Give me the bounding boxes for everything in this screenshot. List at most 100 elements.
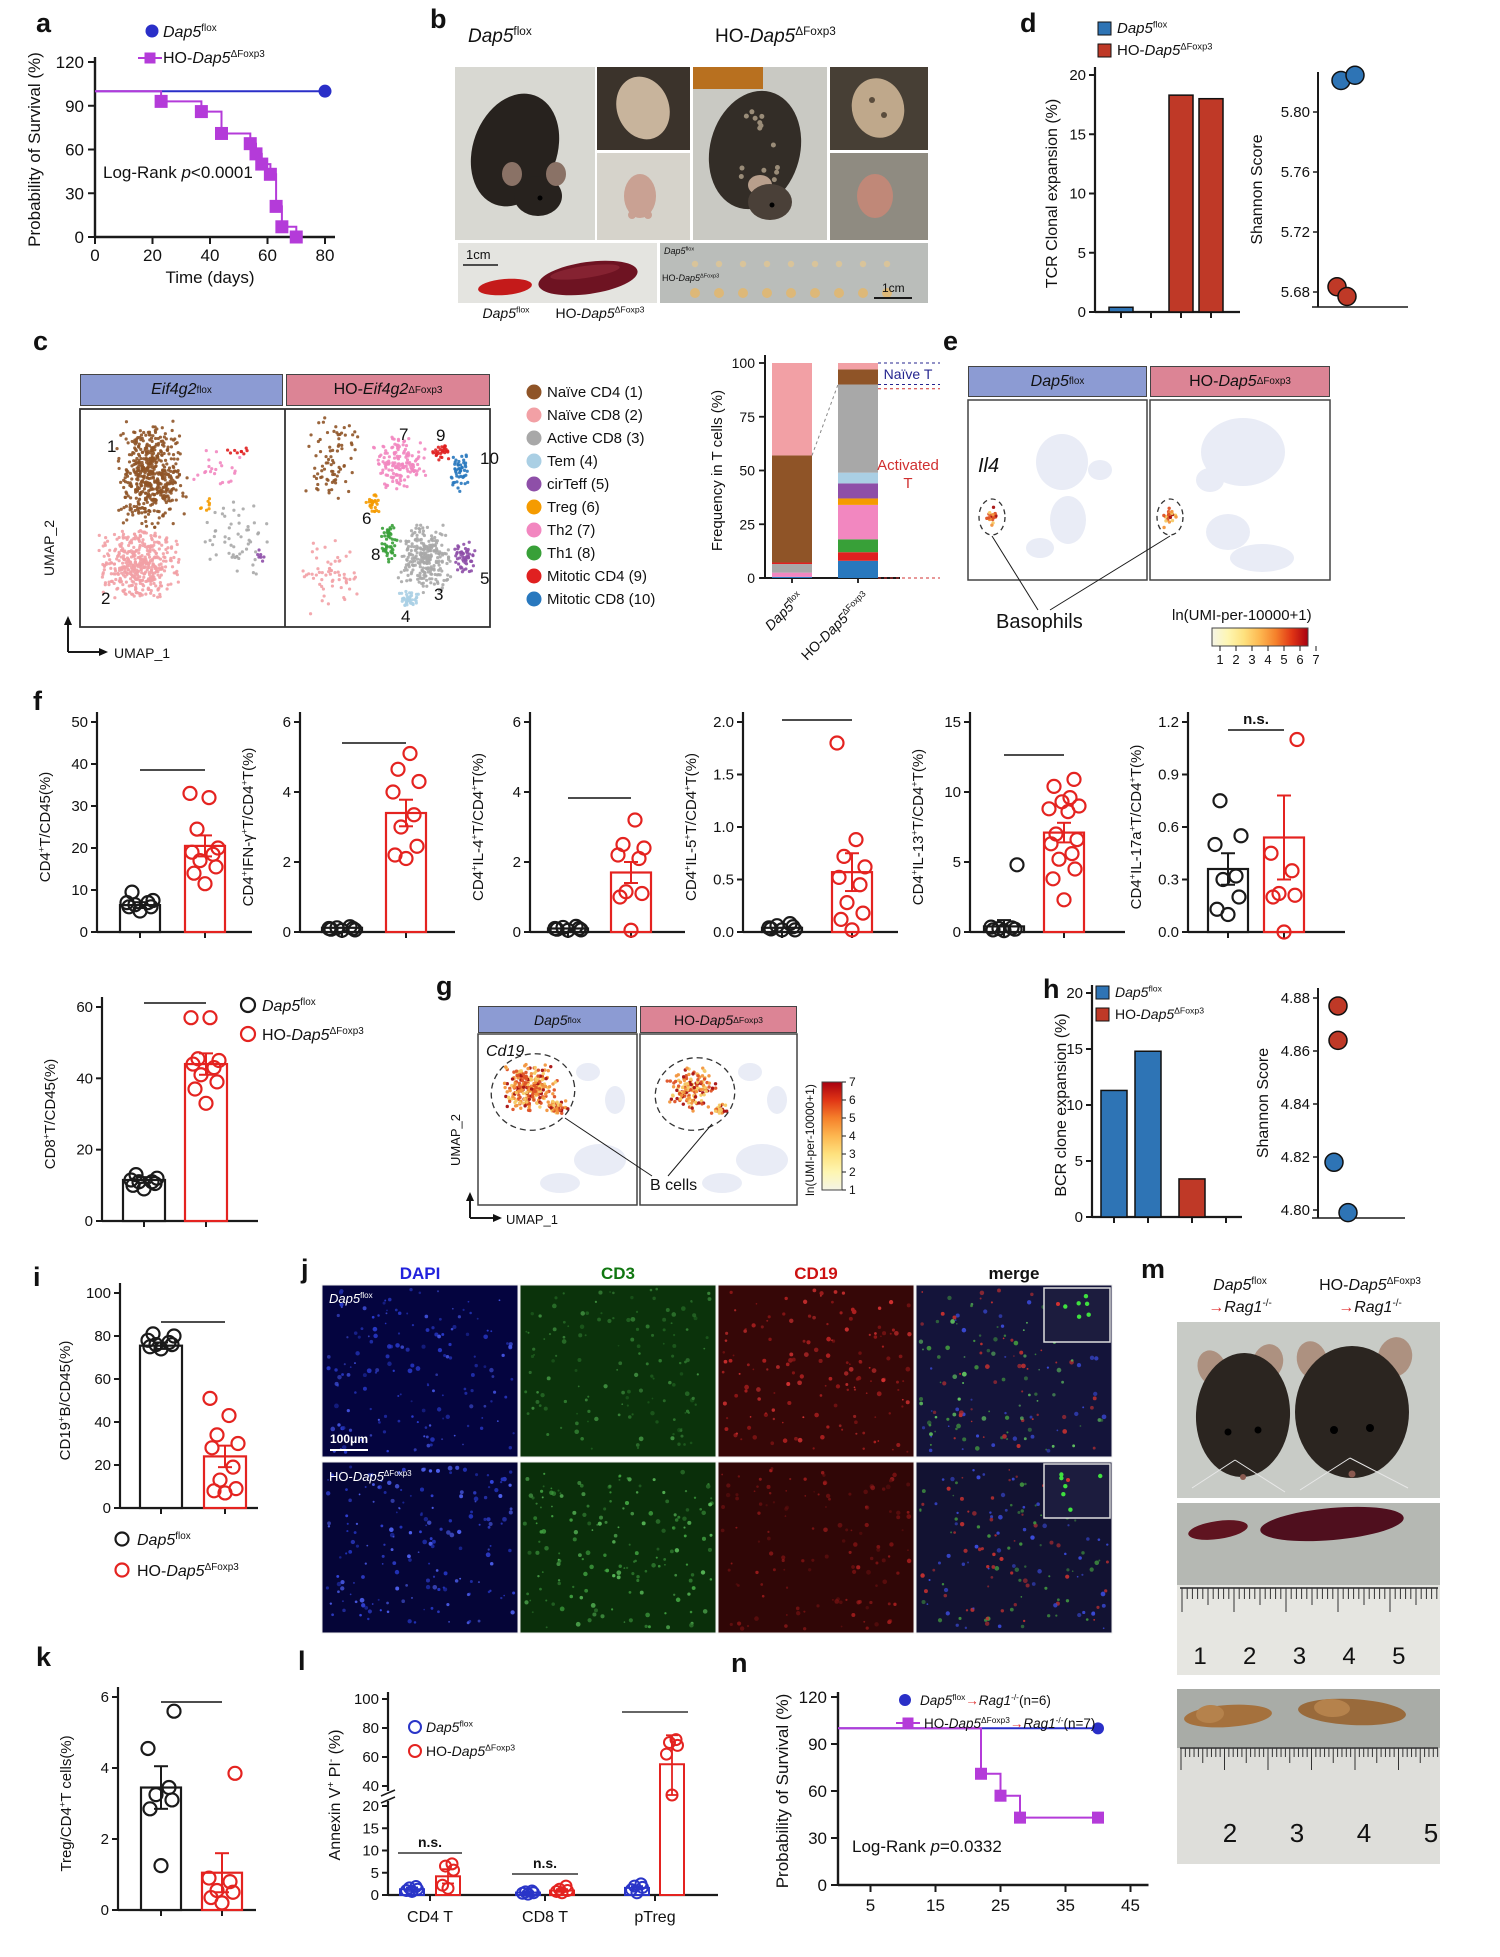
svg-text:4.84: 4.84 (1281, 1096, 1310, 1113)
svg-text:1: 1 (107, 437, 116, 456)
svg-text:4: 4 (513, 784, 521, 801)
svg-text:1: 1 (849, 1183, 856, 1197)
panel-c-letter: c (33, 326, 49, 356)
svg-text:Tem (4): Tem (4) (547, 453, 598, 470)
panel-h-letter: h (1043, 974, 1060, 1004)
panel-i-plot: 0 20 40 60 80 100 CD19+B/CD45(%) Dap5flox HO-Dap… (56, 1283, 258, 1580)
svg-text:HO-Dap5ΔFoxp3: HO-Dap5ΔFoxp3 (262, 1026, 364, 1044)
svg-text:1.2: 1.2 (1158, 714, 1179, 731)
panel-e-feature: Il4 Basophils ln(UMI-per-10000+1) 1 2 3 4 5 6 7 (967, 399, 1331, 667)
svg-text:merge: merge (988, 1264, 1039, 1283)
svg-text:5.80: 5.80 (1281, 104, 1310, 121)
svg-text:20: 20 (76, 1142, 93, 1159)
svg-text:60: 60 (808, 1782, 827, 1801)
svg-text:HO-Dap5ΔFoxp3: HO-Dap5ΔFoxp3 (426, 1743, 515, 1759)
svg-text:0: 0 (103, 1500, 111, 1517)
svg-text:40: 40 (76, 1070, 93, 1087)
svg-text:4: 4 (283, 784, 291, 801)
svg-text:Dap5flox: Dap5flox (664, 246, 694, 256)
panel-k-letter: k (36, 1642, 52, 1672)
svg-text:20: 20 (1069, 67, 1086, 84)
panel-e-header-mutant: HO- Dap5 ΔFoxp3 (1150, 366, 1330, 397)
svg-text:Annexin V+ PI- (%): Annexin V+ PI- (%) (326, 1730, 344, 1861)
svg-text:HO-Dap5ΔFoxp3: HO-Dap5ΔFoxp3 (329, 1469, 412, 1484)
panel-j-letter: j (301, 1254, 309, 1284)
svg-text:10: 10 (480, 449, 499, 468)
svg-text:Probability of Survival (%): Probability of Survival (%) (773, 1694, 792, 1889)
svg-text:7: 7 (849, 1075, 856, 1089)
svg-text:5: 5 (1424, 1818, 1438, 1848)
svg-text:7: 7 (399, 425, 408, 444)
panel-f-plot-4: 0.0 0.5 1.0 1.5 2.0 CD4+IL-5+T/CD4+T(%) (682, 712, 898, 941)
svg-text:Dap5flox: Dap5flox (1213, 1276, 1267, 1294)
panel-m-letter: m (1141, 1254, 1166, 1284)
svg-text:35: 35 (1056, 1896, 1075, 1915)
panel-f-cd8-plot: 0 20 40 60 CD8+T/CD45(%) Dap5flox HO-Dap5ΔFoxp… (41, 996, 364, 1230)
svg-text:2: 2 (1223, 1818, 1237, 1848)
svg-text:T: T (903, 475, 912, 492)
svg-text:4.80: 4.80 (1281, 1202, 1310, 1219)
svg-text:HO-Dap5ΔFoxp3: HO-Dap5ΔFoxp3 (715, 25, 836, 47)
svg-text:15: 15 (362, 1820, 379, 1837)
svg-text:20: 20 (71, 840, 88, 857)
svg-text:45: 45 (1121, 1896, 1140, 1915)
svg-text:6: 6 (513, 714, 521, 731)
svg-text:50: 50 (71, 714, 88, 731)
svg-text:5: 5 (1078, 245, 1086, 262)
svg-text:90: 90 (808, 1735, 827, 1754)
svg-text:cirTeff (5): cirTeff (5) (547, 476, 609, 493)
svg-text:pTreg: pTreg (634, 1909, 675, 1926)
svg-text:0: 0 (85, 1213, 93, 1230)
svg-text:10: 10 (1066, 1097, 1083, 1114)
svg-text:CD19: CD19 (794, 1264, 837, 1283)
svg-text:HO-Dap5ΔFoxp3: HO-Dap5ΔFoxp3 (555, 305, 644, 321)
svg-text:0: 0 (283, 924, 291, 941)
svg-text:Mitotic CD4 (9): Mitotic CD4 (9) (547, 568, 647, 585)
svg-text:Dap5flox: Dap5flox (137, 1531, 191, 1549)
svg-text:6: 6 (362, 509, 371, 528)
svg-text:15: 15 (944, 714, 961, 731)
svg-text:3: 3 (1293, 1643, 1306, 1670)
svg-text:0: 0 (90, 246, 99, 265)
svg-text:Dap5flox: Dap5flox (262, 997, 316, 1015)
svg-text:0.5: 0.5 (713, 872, 734, 889)
svg-text:Dap5flox: Dap5flox (483, 305, 531, 321)
svg-text:5: 5 (371, 1865, 379, 1882)
svg-text:60: 60 (362, 1749, 379, 1766)
svg-text:Dap5flox: Dap5flox (468, 25, 532, 47)
svg-text:→Rag1-/-: →Rag1-/- (1338, 1298, 1402, 1316)
svg-text:20: 20 (94, 1457, 111, 1474)
svg-text:4: 4 (1342, 1643, 1355, 1670)
panel-n-survival-chart: 0 30 60 90 120 5 15 25 35 45 Probability of Surviv… (773, 1688, 1149, 1915)
svg-text:B cells: B cells (650, 1177, 697, 1194)
panel-g-letter: g (436, 971, 453, 1001)
svg-text:UMAP_1: UMAP_1 (114, 645, 170, 661)
svg-text:Mitotic CD8 (10): Mitotic CD8 (10) (547, 591, 655, 608)
svg-text:Dap5flox: Dap5flox (761, 588, 806, 633)
svg-text:Th1 (8): Th1 (8) (547, 545, 595, 562)
svg-text:6: 6 (1296, 652, 1303, 667)
svg-text:75: 75 (739, 409, 755, 425)
panel-n-letter: n (731, 1648, 748, 1678)
svg-text:80: 80 (316, 246, 335, 265)
svg-text:30: 30 (65, 184, 84, 203)
panel-h-bcr: Dap5flox HO-Dap5ΔFoxp3 0 5 10 15 20 BCR clone e… (1053, 984, 1405, 1226)
svg-text:25: 25 (991, 1896, 1010, 1915)
svg-text:100: 100 (732, 355, 756, 371)
panel-f-plot-3: 0 2 4 6 CD4+IL-4+T/CD4+T(%) (469, 712, 685, 941)
svg-text:Naïve CD4 (1): Naïve CD4 (1) (547, 384, 643, 401)
svg-text:4: 4 (1264, 652, 1271, 667)
svg-text:4: 4 (1357, 1818, 1371, 1848)
svg-text:ln(UMI-per-10000+1): ln(UMI-per-10000+1) (803, 1084, 817, 1196)
svg-text:1cm: 1cm (882, 281, 905, 295)
svg-text:25: 25 (739, 516, 755, 532)
svg-text:n.s.: n.s. (418, 1834, 442, 1850)
svg-text:80: 80 (94, 1328, 111, 1345)
svg-text:Log-Rank p=0.0332: Log-Rank p=0.0332 (852, 1837, 1002, 1856)
svg-text:Time (days): Time (days) (165, 268, 254, 287)
svg-text:5: 5 (866, 1896, 875, 1915)
svg-text:2.0: 2.0 (713, 714, 734, 731)
svg-text:8: 8 (371, 545, 380, 564)
svg-text:120: 120 (56, 53, 84, 72)
svg-text:5: 5 (1392, 1643, 1405, 1670)
